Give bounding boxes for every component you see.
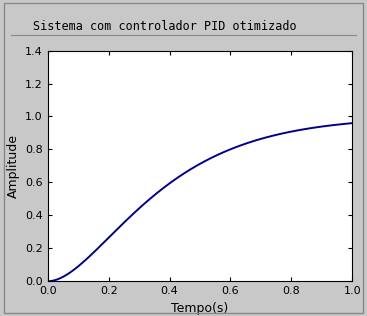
Text: Sistema com controlador PID otimizado: Sistema com controlador PID otimizado — [33, 20, 297, 33]
X-axis label: Tempo(s): Tempo(s) — [171, 302, 229, 315]
Y-axis label: Amplitude: Amplitude — [7, 134, 19, 198]
